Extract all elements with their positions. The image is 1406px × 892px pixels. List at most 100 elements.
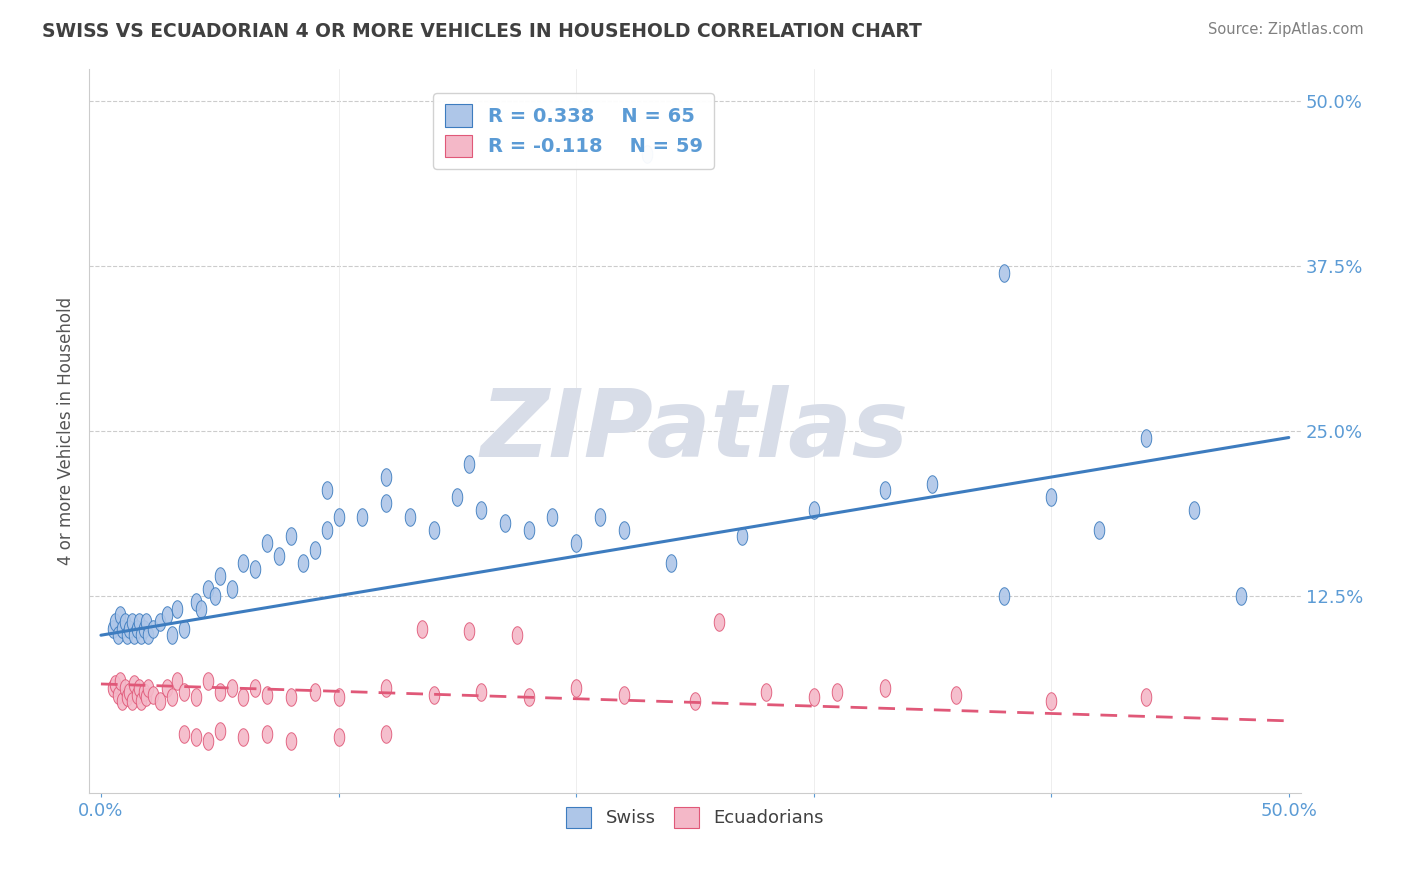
Point (328, 509, 350, 524)
Point (128, 615, 150, 629)
Point (707, 615, 730, 629)
Point (118, 622, 141, 636)
Point (160, 628, 183, 642)
Point (122, 628, 145, 642)
Point (173, 685, 195, 699)
Point (149, 694, 172, 708)
Point (375, 470, 398, 484)
Point (446, 490, 468, 504)
Point (221, 681, 243, 695)
Point (1230, 589, 1253, 603)
Point (232, 730, 254, 744)
Point (304, 685, 326, 699)
Point (101, 681, 124, 695)
Point (111, 694, 134, 708)
Point (184, 690, 207, 705)
Point (108, 674, 131, 689)
Point (1135, 430, 1157, 444)
Point (160, 690, 183, 705)
Point (328, 730, 350, 744)
Point (166, 674, 188, 689)
Point (269, 549, 291, 563)
Point (494, 516, 516, 531)
Point (517, 523, 540, 537)
Point (131, 694, 153, 708)
Point (111, 622, 134, 636)
Point (375, 681, 398, 695)
Point (197, 733, 219, 747)
Point (135, 690, 157, 705)
Point (245, 562, 267, 576)
Point (683, 694, 706, 708)
Point (256, 727, 278, 741)
Point (132, 685, 155, 699)
Point (132, 622, 155, 636)
Point (125, 622, 148, 636)
Point (114, 681, 136, 695)
Point (128, 681, 150, 695)
Point (470, 503, 492, 517)
Point (114, 615, 136, 629)
Point (149, 615, 172, 629)
Point (204, 589, 226, 603)
Point (328, 690, 350, 705)
Point (993, 266, 1015, 280)
Point (755, 685, 778, 699)
Point (107, 688, 129, 702)
Point (470, 685, 492, 699)
Point (184, 595, 207, 609)
Point (315, 523, 337, 537)
Point (352, 509, 374, 524)
Point (873, 483, 896, 498)
Point (565, 681, 588, 695)
Point (1182, 503, 1205, 517)
Point (115, 628, 138, 642)
Point (505, 628, 527, 642)
Point (280, 733, 302, 747)
Point (135, 615, 157, 629)
Point (121, 694, 143, 708)
Point (827, 685, 849, 699)
Point (121, 615, 143, 629)
Point (304, 542, 326, 557)
Point (458, 457, 481, 471)
Point (375, 727, 398, 741)
Point (873, 681, 896, 695)
Point (138, 681, 160, 695)
Point (142, 622, 165, 636)
Point (1040, 490, 1063, 504)
Point (398, 509, 420, 524)
Point (232, 556, 254, 570)
Point (173, 622, 195, 636)
Text: ZIPatlas: ZIPatlas (481, 385, 908, 477)
Point (115, 690, 138, 705)
Point (125, 688, 148, 702)
Point (101, 622, 124, 636)
Point (411, 622, 433, 636)
Point (131, 628, 153, 642)
Point (108, 608, 131, 623)
Point (190, 602, 212, 616)
Point (565, 536, 588, 550)
Point (613, 523, 636, 537)
Text: Source: ZipAtlas.com: Source: ZipAtlas.com (1208, 22, 1364, 37)
Point (613, 688, 636, 702)
Point (256, 688, 278, 702)
Point (422, 523, 444, 537)
Point (921, 476, 943, 491)
Point (422, 688, 444, 702)
Point (1135, 690, 1157, 705)
Point (107, 628, 129, 642)
Point (993, 589, 1015, 603)
Point (197, 582, 219, 596)
Point (197, 674, 219, 689)
Point (636, 147, 658, 161)
Point (256, 536, 278, 550)
Point (156, 608, 179, 623)
Point (291, 556, 314, 570)
Point (375, 496, 398, 510)
Point (122, 677, 145, 691)
Point (659, 556, 682, 570)
Point (173, 727, 195, 741)
Point (803, 690, 825, 705)
